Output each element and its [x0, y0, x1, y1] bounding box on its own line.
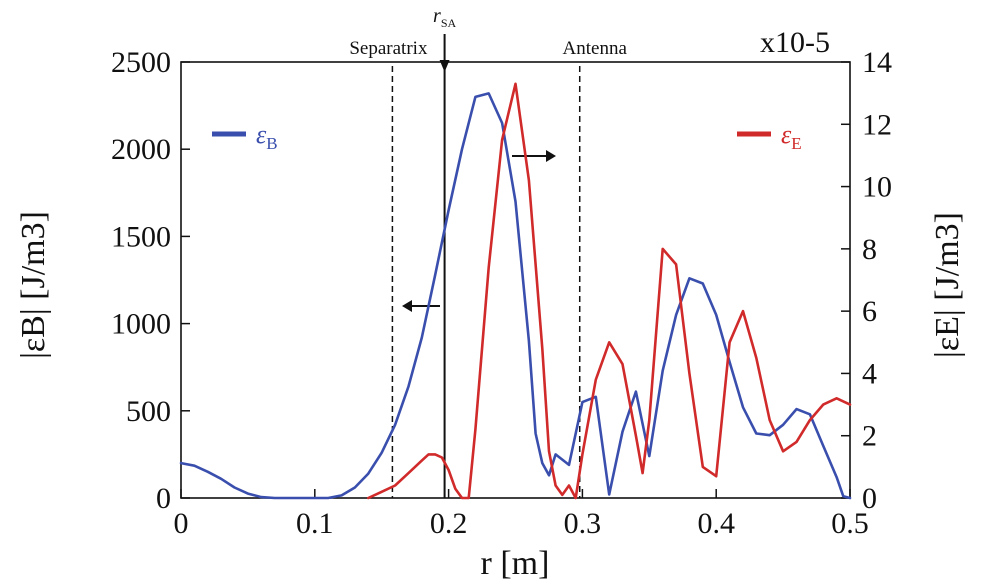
legend: εB εE: [212, 120, 802, 153]
series-line-epsilon-b: [179, 92, 852, 500]
arrow-left-axis: [402, 300, 440, 312]
plot-frame: [180, 61, 851, 499]
series-line-epsilon-e: [366, 82, 852, 500]
y-right-tick-label: 4: [862, 357, 877, 390]
rsa-label: rSA: [433, 5, 456, 30]
legend-label: εE: [781, 120, 802, 153]
right-axis-exponent: x10-5: [760, 26, 830, 59]
plot-area-border: [180, 61, 851, 499]
arrow-left-head: [402, 300, 412, 312]
y-right-tick-label: 0: [862, 482, 877, 515]
tick-labels: 0 0.1 0.2 0.3 0.4 0.5050010001500200025000246…: [111, 46, 892, 540]
x-tick-label: 0.3: [564, 507, 602, 540]
y-axis-left-label: |εB| [J/m3]: [15, 211, 52, 359]
arrow-right-axis: [512, 150, 556, 162]
x-tick-label: 0.2: [430, 507, 468, 540]
y-right-tick-label: 10: [862, 171, 892, 204]
y-left-tick-label: 1000: [111, 308, 171, 341]
right-axis-exponent-text: x10-5: [760, 26, 830, 59]
x-tick-label: 0.5: [831, 507, 869, 540]
y-left-tick-label: 2500: [111, 46, 171, 79]
y-right-tick-label: 6: [862, 295, 877, 328]
y-right-tick-label: 8: [862, 233, 877, 266]
x-tick-label: 0: [174, 507, 189, 540]
rsa-arrowhead: [439, 60, 450, 72]
antenna-label: Antenna: [563, 38, 628, 59]
y-right-tick-label: 2: [862, 420, 877, 453]
y-right-tick-label: 12: [862, 108, 892, 141]
x-tick-label: 0.1: [296, 507, 334, 540]
tick-marks: [180, 61, 851, 499]
rsa-label-main: r: [433, 5, 441, 27]
y-left-tick-label: 0: [156, 482, 171, 515]
arrow-right-head: [546, 150, 556, 162]
y-left-tick-label: 500: [126, 395, 171, 428]
series-group: [179, 82, 852, 500]
annotations: Separatrix Antenna rSA: [349, 5, 627, 498]
y-axis-right-label: |εE| [J/m3]: [929, 212, 966, 358]
y-left-tick-label: 2000: [111, 133, 171, 166]
rsa-label-sub: SA: [441, 16, 457, 30]
legend-label: εB: [256, 120, 278, 153]
y-right-tick-label: 14: [862, 46, 892, 79]
y-left-tick-label: 1500: [111, 220, 171, 253]
separatrix-label: Separatrix: [349, 38, 428, 59]
x-tick-label: 0.4: [697, 507, 735, 540]
x-axis-label: r [m]: [481, 545, 550, 582]
